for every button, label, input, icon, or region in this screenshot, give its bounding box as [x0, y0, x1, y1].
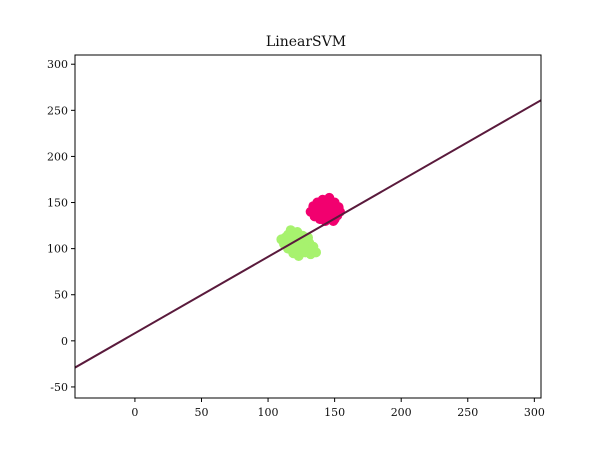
y-tick-label: 0 [61, 335, 68, 348]
data-point [310, 247, 321, 258]
series-1 [305, 192, 345, 226]
x-tick-label: 100 [258, 406, 279, 419]
data-point [289, 245, 300, 256]
plot-area [75, 99, 541, 369]
y-axis: -50 0 50 100 150 200 250 300 [47, 58, 75, 394]
axes-frame [74, 54, 542, 399]
y-tick-label: 200 [47, 150, 68, 163]
y-tick-label: 100 [47, 243, 68, 256]
x-tick-label: 50 [194, 406, 208, 419]
x-tick-label: 300 [524, 406, 545, 419]
data-point [320, 202, 331, 213]
y-tick-label: 150 [47, 197, 68, 210]
decision-boundary-line [75, 99, 541, 369]
x-tick-label: 150 [324, 406, 345, 419]
x-tick-label: 200 [391, 406, 412, 419]
y-tick-label: 300 [47, 58, 68, 71]
x-axis: 0 50 100 150 200 250 300 [131, 398, 545, 419]
x-tick-label: 0 [131, 406, 138, 419]
y-tick-label: 250 [47, 104, 68, 117]
y-tick-label: 50 [54, 289, 68, 302]
x-tick-label: 250 [457, 406, 478, 419]
data-point [280, 232, 291, 243]
data-point [310, 203, 321, 214]
data-point [297, 243, 308, 254]
y-tick-label: -50 [50, 381, 68, 394]
chart-title: LinearSVM [266, 34, 346, 50]
